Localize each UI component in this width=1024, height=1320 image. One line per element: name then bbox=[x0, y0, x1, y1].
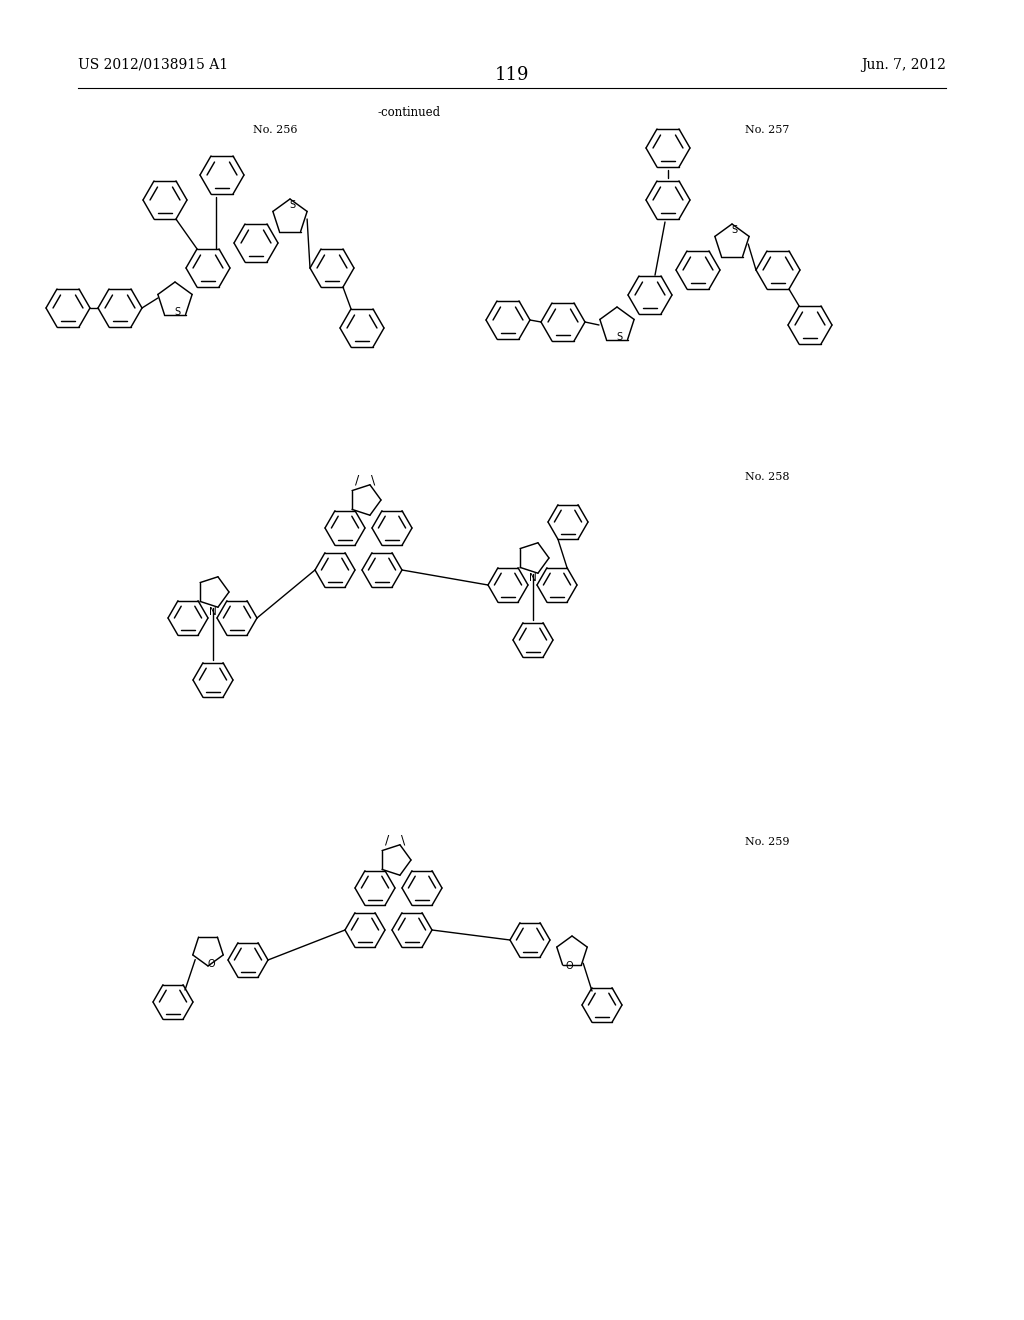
Text: No. 256: No. 256 bbox=[253, 125, 298, 135]
Text: \: \ bbox=[400, 833, 406, 846]
Text: S: S bbox=[731, 224, 737, 235]
Text: \: \ bbox=[371, 474, 375, 487]
Text: S: S bbox=[616, 333, 622, 342]
Text: No. 259: No. 259 bbox=[745, 837, 790, 847]
Text: S: S bbox=[174, 308, 180, 317]
Text: -continued: -continued bbox=[378, 106, 441, 119]
Text: 119: 119 bbox=[495, 66, 529, 84]
Text: /: / bbox=[385, 833, 389, 846]
Text: O: O bbox=[565, 961, 572, 972]
Text: N: N bbox=[529, 573, 537, 583]
Text: N: N bbox=[209, 607, 217, 616]
Text: Jun. 7, 2012: Jun. 7, 2012 bbox=[861, 58, 946, 73]
Text: US 2012/0138915 A1: US 2012/0138915 A1 bbox=[78, 58, 228, 73]
Text: No. 257: No. 257 bbox=[745, 125, 790, 135]
Text: O: O bbox=[207, 960, 215, 969]
Text: No. 258: No. 258 bbox=[745, 473, 790, 482]
Text: S: S bbox=[289, 201, 295, 210]
Text: /: / bbox=[355, 474, 359, 487]
